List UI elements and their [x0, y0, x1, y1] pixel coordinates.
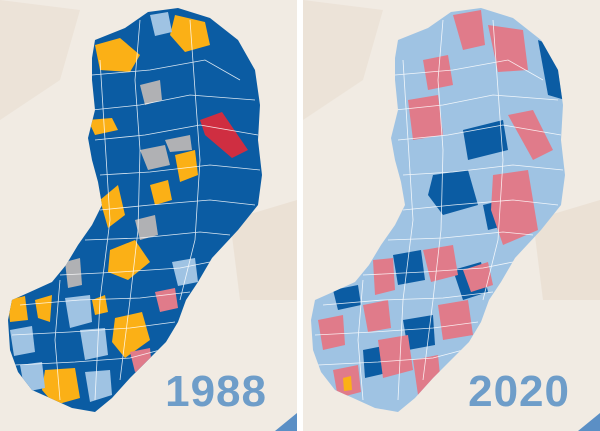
region-pink: [453, 10, 485, 50]
region-dark-blue: [403, 315, 435, 350]
region-light-blue: [20, 362, 45, 392]
map-2020: [303, 0, 600, 412]
region-pink: [508, 110, 553, 160]
region-orange: [100, 185, 125, 228]
background-texture: [230, 200, 297, 300]
region-light-blue: [85, 370, 112, 402]
region-pink: [378, 335, 413, 378]
region-gray: [140, 80, 162, 105]
year-label: 2020: [468, 367, 570, 416]
background-texture: [0, 0, 80, 120]
region-orange: [42, 368, 80, 405]
map-panel-1988: 1988: [0, 0, 297, 431]
region-pink: [423, 245, 458, 282]
region-pink: [373, 258, 395, 295]
map-1988: [0, 0, 297, 412]
region-gray: [140, 145, 170, 170]
region-orange: [35, 295, 52, 322]
year-label: 1988: [165, 367, 267, 416]
region-orange: [343, 376, 352, 391]
region-gray: [135, 215, 158, 240]
region-light-blue: [150, 12, 172, 36]
region-orange: [108, 240, 150, 280]
region-light-blue: [172, 258, 198, 286]
region-light-blue: [80, 328, 108, 360]
region-pink: [363, 300, 391, 332]
region-pink: [463, 262, 493, 292]
background-texture: [303, 0, 383, 120]
region-pink: [488, 25, 528, 72]
region-pink: [423, 55, 453, 90]
region-orange: [175, 150, 198, 182]
map-panel-2020: 2020: [303, 0, 600, 431]
municipality-borders: [11, 19, 261, 401]
region-pink: [491, 170, 538, 245]
region-gray: [65, 258, 82, 288]
background-texture: [533, 200, 600, 300]
region-light-blue: [65, 295, 92, 328]
region-pink: [438, 300, 473, 340]
region-dark-blue: [393, 250, 425, 285]
region-red: [200, 112, 248, 158]
region-orange: [170, 15, 210, 52]
region-pink: [408, 95, 443, 140]
region-light-blue: [10, 326, 35, 356]
region-orange: [95, 38, 140, 72]
region-orange: [8, 296, 28, 322]
municipality-borders: [314, 19, 564, 401]
region-gray: [165, 135, 192, 152]
region-pink: [318, 315, 345, 350]
region-orange: [112, 312, 150, 358]
region-orange: [150, 180, 172, 205]
region-pink: [413, 355, 441, 395]
corner-accent: [578, 413, 600, 431]
region-orange: [88, 118, 118, 135]
corner-accent: [275, 413, 297, 431]
